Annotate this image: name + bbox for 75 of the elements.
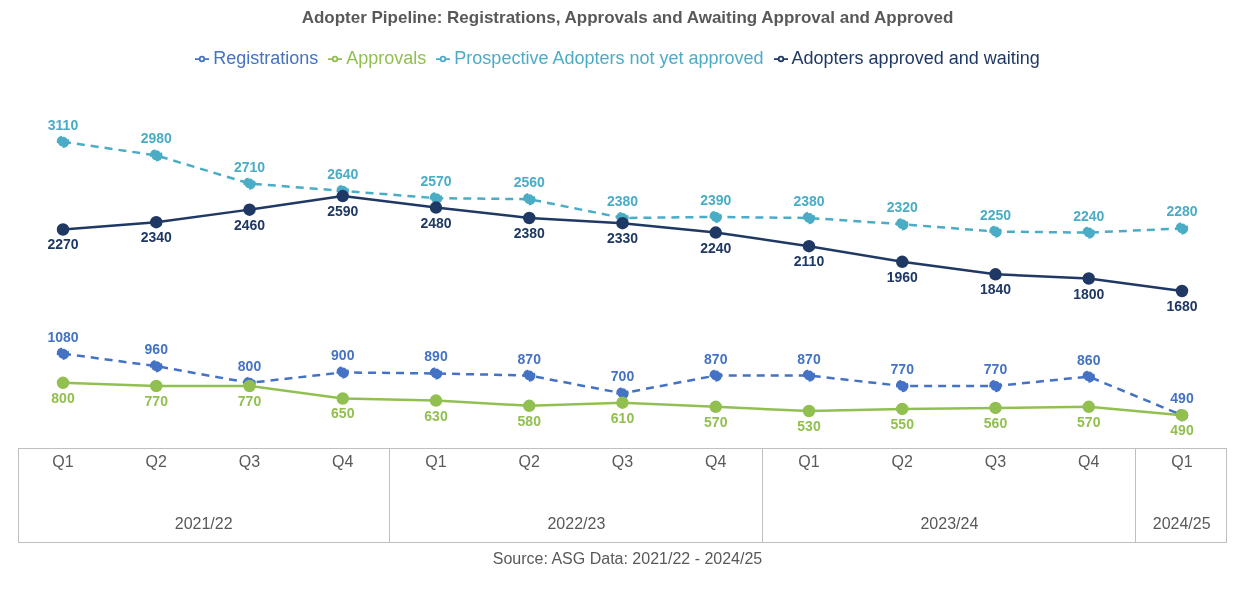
data-label: 870 xyxy=(704,350,728,367)
data-label: 630 xyxy=(424,407,448,424)
data-label: 2980 xyxy=(140,130,173,147)
x-tick-label: Q2 xyxy=(145,453,168,471)
data-label: 700 xyxy=(610,368,635,385)
x-tick-label: Q4 xyxy=(1078,453,1100,471)
data-label: 490 xyxy=(1170,422,1194,439)
data-label: 770 xyxy=(890,360,915,377)
legend-label: Registrations xyxy=(213,48,319,68)
x-tick-label: Q4 xyxy=(705,453,727,471)
data-label: 580 xyxy=(517,412,542,429)
data-label: 2390 xyxy=(700,191,732,208)
data-label: 770 xyxy=(144,392,169,409)
x-tick-label: Q1 xyxy=(798,453,820,471)
text: 2021/22 xyxy=(173,515,234,533)
data-label: 650 xyxy=(331,405,355,422)
text: 2024/25 xyxy=(1151,515,1212,533)
data-label: 960 xyxy=(144,341,169,358)
data-label: 2340 xyxy=(140,229,173,246)
text: 2023/24 xyxy=(919,515,980,533)
data-label: 2590 xyxy=(327,203,359,220)
x-tick-label: Q2 xyxy=(891,453,914,471)
data-label: 870 xyxy=(797,350,821,367)
data-label: 2640 xyxy=(327,165,359,182)
x-tick-label: Q1 xyxy=(52,453,74,471)
data-label: 1080 xyxy=(47,328,79,345)
data-label: 2240 xyxy=(700,239,732,256)
data-label: 870 xyxy=(517,350,542,367)
data-label: 3110 xyxy=(47,116,79,133)
data-label: 2380 xyxy=(513,224,546,241)
data-label: 1800 xyxy=(1073,285,1105,302)
data-label: 490 xyxy=(1170,390,1194,407)
data-label: 900 xyxy=(331,347,355,364)
data-label: 1960 xyxy=(886,268,919,285)
data-label: 530 xyxy=(797,418,821,435)
data-label: 2320 xyxy=(886,199,919,216)
x-tick-label: Q3 xyxy=(984,453,1007,471)
legend-label: Approvals xyxy=(346,48,427,68)
x-tick-label: Q1 xyxy=(425,453,447,471)
legend-label: Adopters approved and waiting xyxy=(791,48,1040,68)
data-label: 800 xyxy=(237,357,262,374)
data-label: 1840 xyxy=(979,281,1012,298)
text: 2022/23 xyxy=(546,515,607,533)
data-label: 860 xyxy=(1077,351,1101,368)
data-label: 2280 xyxy=(1166,203,1198,220)
data-label: 2250 xyxy=(979,206,1012,223)
data-label: 890 xyxy=(424,348,448,365)
data-label: 570 xyxy=(1077,413,1101,430)
data-label: 2480 xyxy=(420,214,452,231)
data-label: 2570 xyxy=(420,173,452,190)
data-label: 2240 xyxy=(1073,207,1105,224)
data-label: 2460 xyxy=(233,216,266,233)
data-label: 610 xyxy=(610,409,635,426)
data-label: 2560 xyxy=(513,174,546,191)
data-label: 2380 xyxy=(793,192,825,209)
data-label: 2330 xyxy=(606,230,639,247)
source-note: Source: ASG Data: 2021/22 - 2024/25 xyxy=(491,550,764,568)
x-tick-label: Q4 xyxy=(332,453,354,471)
legend-label: Prospective Adopters not yet approved xyxy=(454,48,764,68)
data-label: 2380 xyxy=(606,192,639,209)
data-label: 770 xyxy=(237,392,262,409)
data-label: 800 xyxy=(51,389,75,406)
data-label: 560 xyxy=(983,414,1008,431)
x-tick-label: Q2 xyxy=(518,453,541,471)
data-label: 550 xyxy=(890,415,915,432)
data-label: 2270 xyxy=(47,236,79,253)
x-tick-label: Q3 xyxy=(611,453,634,471)
chart-title: Adopter Pipeline: Registrations, Approvals and Awaiting Approval and Approved xyxy=(300,8,955,28)
data-label: 570 xyxy=(704,413,728,430)
data-label: 2110 xyxy=(793,253,825,270)
x-tick-label: Q1 xyxy=(1171,453,1193,471)
data-label: 1680 xyxy=(1166,298,1198,315)
data-label: 770 xyxy=(983,360,1008,377)
x-tick-label: Q3 xyxy=(238,453,261,471)
data-label: 2710 xyxy=(233,158,266,175)
